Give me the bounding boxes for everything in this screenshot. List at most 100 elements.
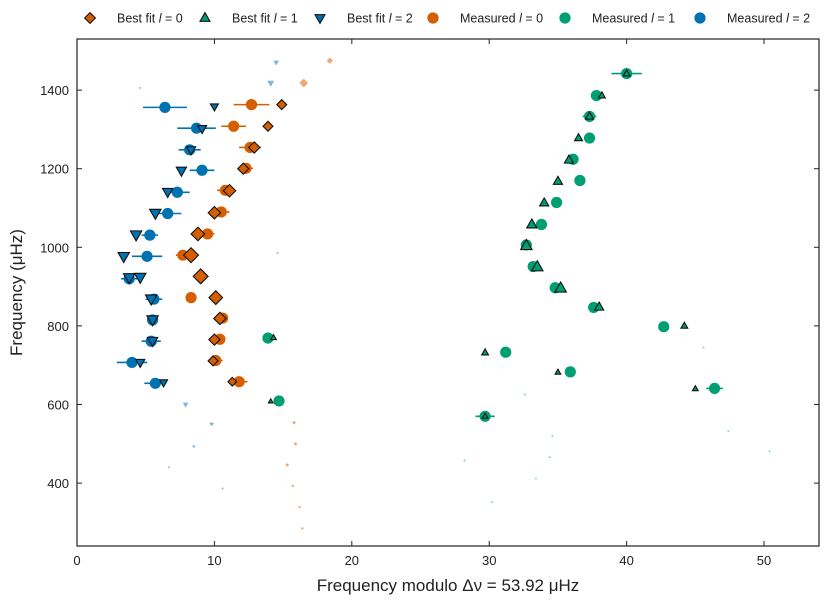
y-tick-label: 1000 xyxy=(40,240,69,255)
measured-point xyxy=(144,229,156,241)
fit-point xyxy=(275,98,288,111)
legend-marker xyxy=(83,11,97,25)
fit-point xyxy=(207,355,219,367)
fit-point xyxy=(702,346,705,349)
y-tick-label: 600 xyxy=(47,398,69,413)
fit-point xyxy=(146,336,159,348)
legend-marker xyxy=(559,12,571,24)
measured-point xyxy=(185,292,197,304)
measured-point xyxy=(171,186,183,198)
measured-point xyxy=(273,395,285,407)
fit-point xyxy=(182,402,189,408)
measured-point xyxy=(233,376,245,388)
x-tick-label: 40 xyxy=(619,553,633,568)
fit-point xyxy=(267,397,274,404)
x-tick-label: 30 xyxy=(482,553,496,568)
legend-marker xyxy=(427,12,439,24)
fit-point xyxy=(768,449,771,453)
y-axis-title: Frequency (μHz) xyxy=(7,229,26,356)
legend-label: Best fit l = 2 xyxy=(347,12,413,26)
measured-point xyxy=(162,207,174,220)
fit-point xyxy=(196,124,208,135)
fit-point xyxy=(175,166,188,178)
measured-point xyxy=(658,321,670,333)
legend-marker xyxy=(314,14,326,25)
measured-point xyxy=(550,196,563,209)
measured-point xyxy=(564,366,576,378)
fit-point xyxy=(727,429,730,432)
fit-point xyxy=(209,103,220,113)
fit-point xyxy=(129,230,143,243)
fit-point xyxy=(554,368,562,375)
measured-point xyxy=(574,174,586,187)
axis-ticks: 0 10 20 30 40 50 400 600 800 1000 1200 1400 xyxy=(40,39,819,568)
fit-point xyxy=(192,268,209,285)
fit-point xyxy=(262,120,274,132)
fit-point xyxy=(326,57,333,64)
fit-point xyxy=(285,463,290,467)
measured-point xyxy=(245,99,258,111)
fit-point xyxy=(299,78,309,88)
y-tick-label: 400 xyxy=(47,476,69,491)
fit-point xyxy=(691,384,700,392)
fit-point xyxy=(138,87,142,90)
fit-point xyxy=(525,217,538,229)
legend-label: Measured l = 1 xyxy=(592,12,675,26)
fit-point xyxy=(161,187,174,199)
fit-point xyxy=(490,500,494,503)
y-tick-label: 1200 xyxy=(40,162,69,177)
fit-point xyxy=(222,183,237,198)
fit-point xyxy=(538,196,550,207)
fit-point xyxy=(573,132,584,142)
measured-point xyxy=(500,346,512,358)
fit-point xyxy=(292,420,296,425)
fit-point xyxy=(481,412,489,419)
measured-point xyxy=(126,356,138,369)
fit-point xyxy=(519,238,533,251)
measured-point xyxy=(149,377,161,389)
legend-label: Best fit l = 0 xyxy=(117,12,183,26)
fit-point xyxy=(584,110,595,120)
fit-point xyxy=(276,252,279,255)
legend: Best fit l = 0 Best fit l = 1 Best fit l =… xyxy=(83,11,810,26)
fit-point xyxy=(480,347,490,356)
fit-point xyxy=(267,80,275,87)
fit-point xyxy=(207,205,222,220)
fit-point xyxy=(134,358,146,369)
measured-point xyxy=(141,250,153,262)
fit-point xyxy=(548,455,551,459)
fit-point xyxy=(622,68,631,77)
fit-point xyxy=(148,208,162,221)
fit-point xyxy=(534,477,538,480)
measured-point xyxy=(708,382,721,394)
legend-marker xyxy=(694,12,706,24)
measured-point xyxy=(535,218,548,231)
fit-point xyxy=(209,422,214,427)
x-tick-label: 0 xyxy=(73,553,80,568)
legend-marker xyxy=(199,11,211,22)
fit-point xyxy=(190,226,206,242)
measured-point xyxy=(201,228,214,240)
fit-point xyxy=(293,441,298,446)
x-tick-label: 10 xyxy=(207,553,221,568)
fit-point xyxy=(212,311,227,326)
fit-point xyxy=(563,153,575,164)
measured-point xyxy=(196,164,208,176)
fit-point xyxy=(552,175,564,185)
fit-point xyxy=(597,90,607,99)
measured-point xyxy=(228,120,240,132)
fit-point xyxy=(144,294,158,307)
fit-point xyxy=(158,379,169,388)
fit-point xyxy=(227,376,238,387)
fit-point xyxy=(208,333,221,347)
axes-frame xyxy=(76,38,820,547)
fit-point xyxy=(133,272,147,285)
plot-area xyxy=(116,57,771,530)
measured-point xyxy=(583,132,596,144)
x-tick-label: 50 xyxy=(757,553,771,568)
fit-point xyxy=(273,60,280,66)
fit-point xyxy=(122,273,136,285)
fit-point xyxy=(192,445,196,449)
fit-point xyxy=(298,505,301,509)
fit-point xyxy=(221,487,224,491)
